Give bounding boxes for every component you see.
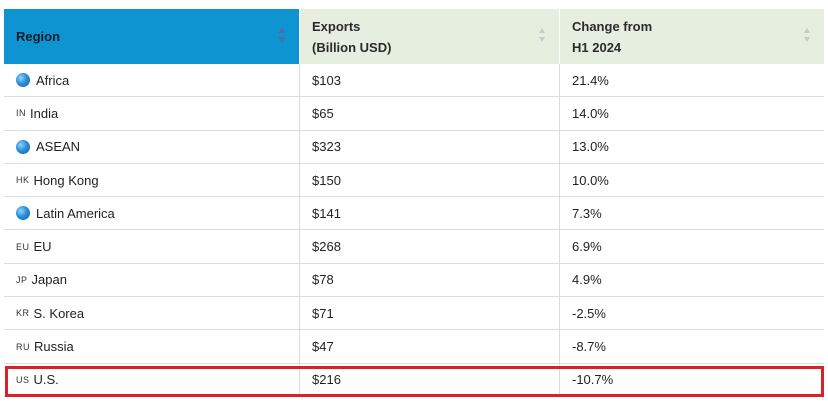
sort-icon[interactable]	[802, 25, 812, 45]
cell-change: 21.4%	[559, 64, 824, 97]
cell-exports: $150	[299, 163, 559, 197]
cell-region: HK Hong Kong	[4, 173, 299, 188]
cell-change: 14.0%	[559, 97, 824, 130]
region-name: S. Korea	[33, 305, 85, 321]
cell-change: -10.7%	[559, 363, 824, 396]
flag-icon: US	[16, 374, 30, 385]
flag-icon: RU	[16, 341, 30, 352]
table-row: Africa $103 21.4%	[4, 64, 824, 98]
cell-change: -8.7%	[559, 330, 824, 363]
cell-exports: $323	[299, 130, 559, 163]
cell-region: US U.S.	[4, 372, 299, 387]
cell-change: 10.0%	[559, 163, 824, 197]
region-name: India	[30, 105, 59, 121]
table-row: IN India $65 14.0%	[4, 97, 824, 131]
table-row: HK Hong Kong $150 10.0%	[4, 163, 824, 198]
cell-exports: $71	[299, 297, 559, 330]
table-row: ASEAN $323 13.0%	[4, 130, 824, 164]
cell-region: Latin America	[4, 206, 299, 221]
region-name: EU	[33, 239, 52, 255]
flag-icon: HK	[16, 175, 30, 186]
cell-region: ASEAN	[4, 139, 299, 154]
table-header: Region Exports (Billion USD) Change from…	[4, 9, 824, 64]
globe-icon	[16, 206, 30, 221]
table-row: US U.S. $216 -10.7%	[4, 363, 824, 397]
region-name: Africa	[36, 72, 70, 88]
table-row: KR S. Korea $71 -2.5%	[4, 297, 824, 331]
column-header-region[interactable]: Region	[4, 9, 299, 64]
table-row: EU EU $268 6.9%	[4, 230, 824, 264]
cell-exports: $141	[299, 197, 559, 230]
cell-region: IN India	[4, 106, 299, 121]
cell-exports: $268	[299, 230, 559, 263]
cell-region: RU Russia	[4, 339, 299, 354]
column-header-change[interactable]: Change from H1 2024	[559, 9, 824, 64]
cell-exports: $78	[299, 263, 559, 297]
cell-exports: $216	[299, 363, 559, 396]
region-name: U.S.	[33, 372, 59, 388]
region-name: Japan	[31, 272, 67, 288]
cell-exports: $47	[299, 330, 559, 363]
column-label-region: Region	[16, 29, 61, 44]
region-name: Latin America	[36, 205, 115, 221]
sort-icon[interactable]	[537, 25, 547, 45]
cell-region: EU EU	[4, 239, 299, 254]
cell-change: 6.9%	[559, 230, 824, 263]
column-label-change: Change from H1 2024	[572, 19, 653, 55]
flag-icon: EU	[16, 241, 30, 252]
table-row: JP Japan $78 4.9%	[4, 263, 824, 298]
cell-exports: $103	[299, 64, 559, 97]
region-name: ASEAN	[36, 139, 81, 155]
globe-icon	[16, 139, 30, 154]
flag-icon: KR	[16, 308, 30, 319]
cell-exports: $65	[299, 97, 559, 130]
cell-change: 4.9%	[559, 263, 824, 297]
cell-change: -2.5%	[559, 297, 824, 330]
column-header-exports[interactable]: Exports (Billion USD)	[299, 9, 559, 64]
region-name: Hong Kong	[33, 172, 99, 188]
cell-region: KR S. Korea	[4, 306, 299, 321]
sort-icon[interactable]	[277, 25, 287, 45]
cell-region: JP Japan	[4, 272, 299, 287]
globe-icon	[16, 73, 30, 88]
cell-change: 13.0%	[559, 130, 824, 163]
cell-region: Africa	[4, 73, 299, 88]
flag-icon: IN	[16, 108, 26, 119]
table-row: RU Russia $47 -8.7%	[4, 330, 824, 364]
flag-icon: JP	[16, 274, 28, 285]
table-body: Africa $103 21.4% IN India $65 14.0% ASEAN $323 1…	[4, 64, 824, 397]
cell-change: 7.3%	[559, 197, 824, 230]
exports-table: Region Exports (Billion USD) Change from…	[4, 9, 824, 397]
region-name: Russia	[34, 339, 74, 355]
table-row: Latin America $141 7.3%	[4, 197, 824, 231]
column-label-exports: Exports (Billion USD)	[312, 19, 392, 55]
